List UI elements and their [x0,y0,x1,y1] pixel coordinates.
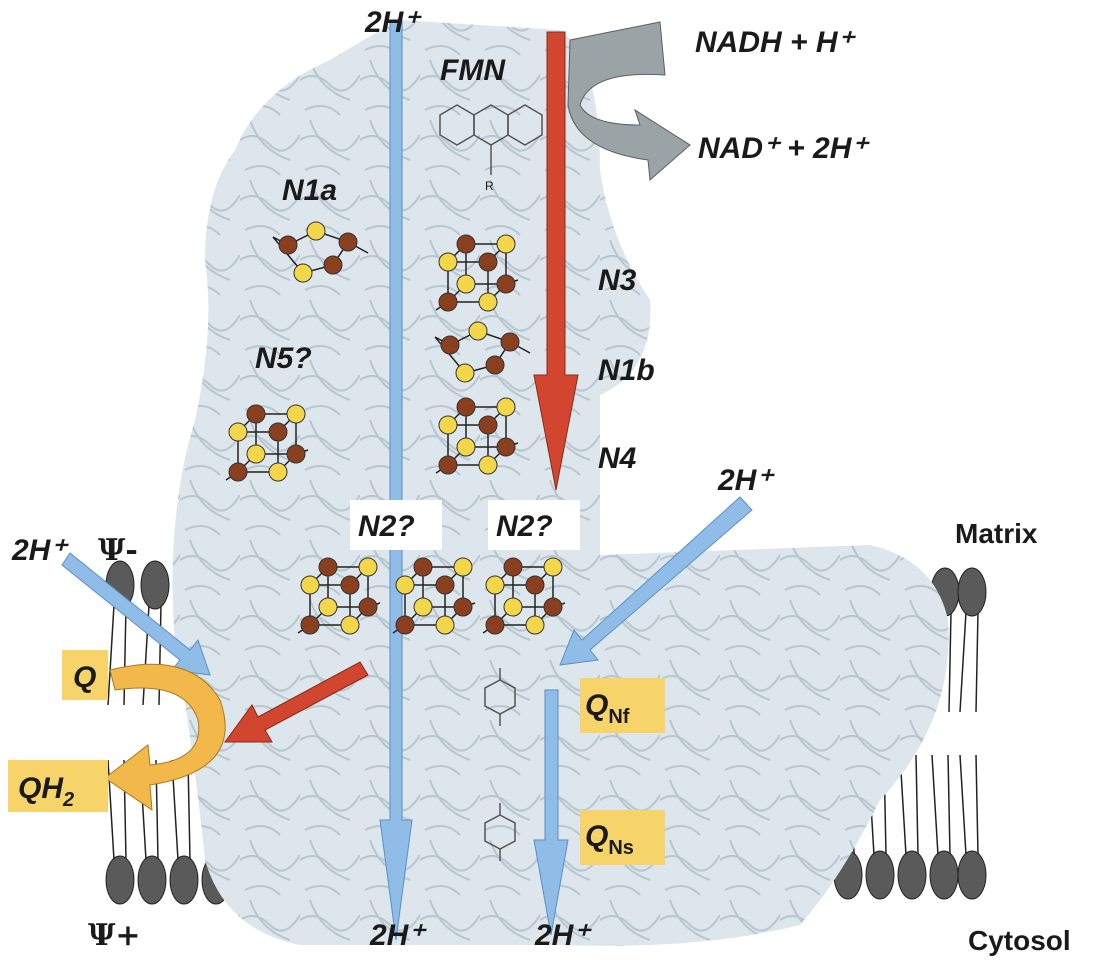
lipid-head [106,856,134,904]
cluster-atom [479,253,497,271]
cluster-atom [544,598,562,616]
lipid-head [141,561,169,609]
cluster-atom [319,558,337,576]
potential-label: Ψ+ [88,918,141,953]
cluster-atom [486,616,504,634]
cluster-atom [414,598,432,616]
cluster-atom [341,616,359,634]
cluster-atom [339,233,357,251]
lipid-tail [960,755,978,855]
proton-label: 2H⁺ [717,464,775,497]
cluster-atom [497,235,515,253]
cluster-atom [396,576,414,594]
cluster-atom [526,576,544,594]
fmn-label: FMN [440,54,506,87]
cluster-atom [486,576,504,594]
cluster-atom [526,616,544,634]
cluster-atom [396,616,414,634]
lipid-head [930,851,958,899]
proton-label: 2H⁺ [369,919,427,952]
cluster-atom [486,356,504,374]
cluster-atom [229,463,247,481]
cluster-atom [501,333,519,351]
cluster-atom [454,598,472,616]
cluster-atom [269,423,287,441]
cluster-atom [324,256,342,274]
quinone-label: Q [73,661,96,694]
cluster-atom [247,405,265,423]
cluster-atom [301,616,319,634]
cluster-atom [469,322,487,340]
cluster-atom [457,235,475,253]
cluster-atom [456,364,474,382]
cluster-label: N2? [496,510,553,543]
lipid-head [866,851,894,899]
potential-label: Ψ- [98,533,138,568]
cluster-atom [544,558,562,576]
cluster-label: N1a [282,174,337,207]
cluster-atom [439,253,457,271]
cluster-atom [457,275,475,293]
lipid-tail [960,612,978,712]
cluster-atom [497,275,515,293]
cluster-atom [287,405,305,423]
cluster-atom [436,616,454,634]
lipid-head [958,851,986,899]
cluster-atom [279,236,297,254]
cluster-atom [294,264,312,282]
cluster-atom [439,416,457,434]
lipid-tail [932,755,950,855]
cluster-label: N2? [358,510,415,543]
cluster-label: N1b [598,354,655,387]
cluster-atom [441,336,459,354]
cluster-atom [341,576,359,594]
cluster-atom [439,456,457,474]
lipid-head [138,856,166,904]
cluster-atom [457,438,475,456]
cluster-label: N3 [598,264,637,297]
cluster-atom [479,416,497,434]
cytosol-label: Cytosol [968,925,1071,956]
cluster-atom [457,398,475,416]
cluster-atom [479,456,497,474]
cluster-atom [504,598,522,616]
proton-label: 2H⁺ [11,534,69,567]
cluster-atom [439,293,457,311]
cluster-atom [269,463,287,481]
cluster-atom [497,398,515,416]
cluster-label: N5? [255,342,312,375]
lipid-head [898,851,926,899]
diagram: 2H⁺ FMN R NADH + H⁺ NAD⁺ + 2H⁺ N1a N3 N5… [0,0,1103,961]
cluster-atom [359,558,377,576]
cluster-atom [287,445,305,463]
cluster-atom [454,558,472,576]
cluster-label: N4 [598,442,637,475]
cluster-atom [479,293,497,311]
cluster-atom [504,558,522,576]
proton-label: 2H⁺ [364,6,422,39]
cluster-atom [436,576,454,594]
cluster-atom [359,598,377,616]
proton-label: 2H⁺ [534,919,592,952]
lipid-head [170,856,198,904]
cluster-atom [307,222,325,240]
cluster-atom [414,558,432,576]
cluster-atom [301,576,319,594]
nad-label: NAD⁺ + 2H⁺ [698,132,870,165]
lipid-head [958,568,986,616]
matrix-label: Matrix [955,518,1038,549]
cluster-atom [247,445,265,463]
r-label: R [485,179,494,193]
cluster-atom [319,598,337,616]
nadh-label: NADH + H⁺ [695,26,857,59]
cluster-atom [497,438,515,456]
cluster-atom [229,423,247,441]
